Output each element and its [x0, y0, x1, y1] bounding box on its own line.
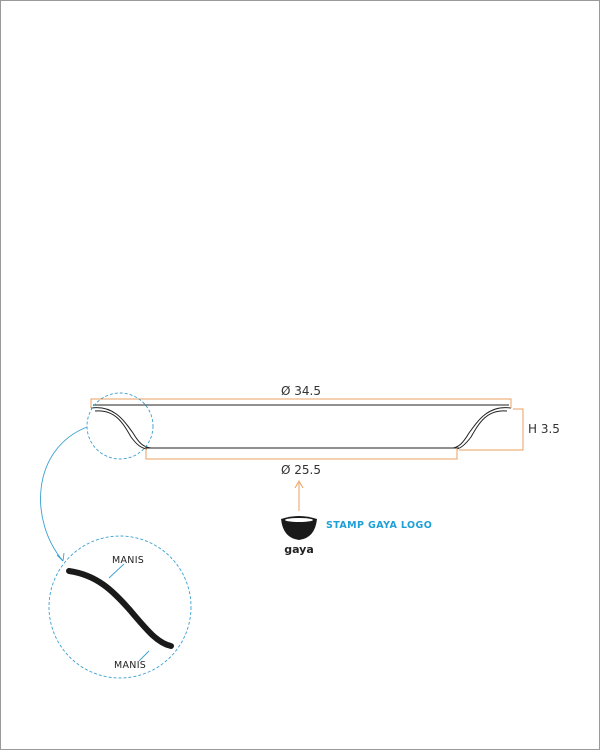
top-diameter-label: Ø 34.5 — [281, 384, 321, 398]
gaya-logo: gaya — [281, 516, 317, 556]
callout-leader-arc — [40, 426, 88, 562]
manis-top-leader — [108, 563, 125, 579]
top-diameter-bracket — [90, 398, 512, 408]
detail-callout — [48, 392, 192, 679]
manis-bottom-leader — [138, 650, 150, 662]
dimension-lines — [90, 398, 524, 460]
plate-profile — [90, 404, 512, 450]
magnified-rim-profile — [66, 568, 174, 649]
manis-bottom-label: MANIS — [114, 660, 146, 671]
bowl-rim-highlight — [285, 518, 313, 522]
logo-wordmark: gaya — [284, 543, 314, 556]
bowl-icon — [281, 516, 317, 540]
callout-leader-arrow — [56, 552, 65, 562]
plate-right-wall-inner — [456, 410, 508, 450]
stamp-label: STAMP GAYA LOGO — [326, 520, 432, 531]
height-label: H 3.5 — [528, 422, 560, 436]
plate-left-wall-outer — [90, 407, 152, 449]
plate-left-wall-inner — [94, 410, 148, 450]
detail-source-circle — [86, 392, 154, 460]
height-bracket — [459, 408, 524, 451]
bottom-diameter-label: Ø 25.5 — [281, 463, 321, 477]
stamp-arrow — [294, 479, 304, 511]
plate-right-wall-outer — [452, 407, 512, 449]
bottom-diameter-bracket — [145, 448, 458, 460]
detail-magnified-circle — [48, 535, 192, 679]
manis-top-label: MANIS — [112, 555, 144, 566]
